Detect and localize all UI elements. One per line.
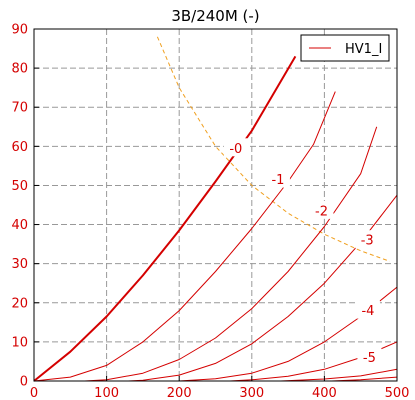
- curve-label: -3: [361, 234, 374, 249]
- y-tick-label: 70: [11, 101, 28, 116]
- legend-label: HV1_I: [345, 42, 382, 57]
- series-line: [33, 91, 336, 382]
- legend: HV1_I: [300, 34, 390, 62]
- curve-label-bg: [265, 169, 290, 188]
- y-tick-label: 30: [11, 257, 28, 272]
- y-tick-label: 50: [11, 179, 28, 194]
- series-line: [33, 55, 297, 382]
- curve-label: -5: [363, 351, 376, 366]
- series-line: [280, 368, 398, 382]
- series-line: [84, 126, 378, 382]
- curve-label: -0: [229, 142, 242, 157]
- x-tick-label: 0: [30, 386, 38, 400]
- plate-curves: [33, 55, 398, 382]
- curve-label: -2: [315, 204, 328, 219]
- curve-label-bg: [355, 300, 380, 319]
- curve-label-bg: [223, 138, 248, 157]
- y-tick-label: 10: [11, 335, 28, 350]
- y-tick-label: 0: [20, 375, 28, 390]
- axis-ticks: 0 100 200 300 400 500 0 10 20 30 40 50 60 70 80 90: [11, 23, 409, 400]
- x-tick-label: 100: [94, 386, 119, 400]
- curve-labels: -0 -1 -2 -3 -4 -5: [223, 138, 382, 366]
- curve-label-bg: [309, 200, 334, 219]
- y-tick-label: 80: [11, 62, 28, 77]
- curve-label-bg: [357, 347, 382, 366]
- curve-label-bg: [355, 230, 380, 249]
- y-tick-label: 20: [11, 296, 28, 311]
- curve-label: -1: [271, 173, 284, 188]
- x-tick-label: 300: [239, 386, 264, 400]
- dissipation-curve: [156, 36, 390, 262]
- curve-label: -4: [361, 304, 374, 319]
- chart-title: 3B/240M (-): [171, 7, 259, 25]
- grid: [34, 29, 397, 381]
- dissipation-line: [156, 36, 390, 262]
- y-tick-label: 90: [11, 23, 28, 38]
- x-tick-label: 400: [312, 386, 337, 400]
- x-tick-label: 500: [385, 386, 410, 400]
- x-tick-label: 200: [167, 386, 192, 400]
- series-line: [128, 194, 398, 382]
- plot-frame: [33, 28, 398, 382]
- y-tick-label: 60: [11, 140, 28, 155]
- y-tick-label: 40: [11, 218, 28, 233]
